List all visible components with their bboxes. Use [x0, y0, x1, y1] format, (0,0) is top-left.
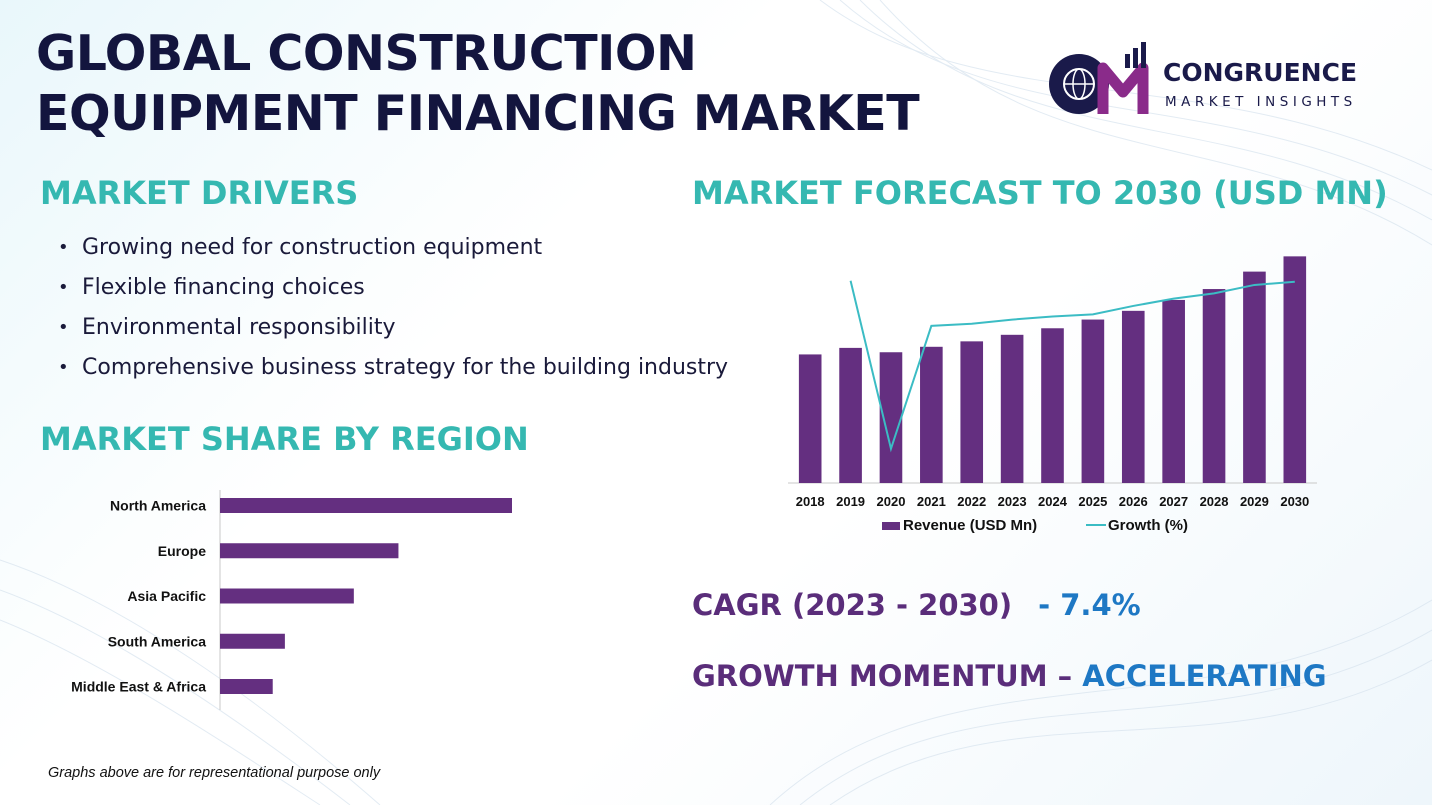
- x-tick-label: 2027: [1159, 494, 1188, 509]
- page-title: GLOBAL CONSTRUCTION EQUIPMENT FINANCING …: [36, 24, 920, 144]
- revenue-bar: [879, 352, 903, 483]
- logo-mark-icon: [1049, 42, 1149, 114]
- company-logo: CONGRUENCE MARKET INSIGHTS: [1045, 40, 1395, 120]
- cagr-value: - 7.4%: [1038, 588, 1141, 622]
- momentum-label: GROWTH MOMENTUM –: [692, 659, 1073, 693]
- x-tick-label: 2018: [796, 494, 825, 509]
- x-tick-label: 2023: [998, 494, 1027, 509]
- region-share-chart: North America Europe Asia Pacific South Ame…: [71, 490, 512, 710]
- x-tick-label: 2019: [836, 494, 865, 509]
- x-tick-label: 2022: [957, 494, 986, 509]
- revenue-bar: [1202, 289, 1226, 483]
- legend-label-growth: Growth (%): [1108, 517, 1188, 534]
- region-bar: [220, 633, 285, 649]
- x-tick-label: 2024: [1038, 494, 1068, 509]
- revenue-bar: [1000, 334, 1024, 483]
- revenue-bar: [1283, 256, 1307, 483]
- legend-bar-swatch: [882, 522, 900, 530]
- driver-item: Comprehensive business strategy for the …: [58, 348, 770, 388]
- logo-name: CONGRUENCE: [1163, 58, 1358, 87]
- region-label: Middle East & Africa: [71, 679, 206, 695]
- market-share-heading: MARKET SHARE BY REGION: [40, 420, 529, 458]
- revenue-bar: [1121, 310, 1145, 483]
- growth-line: [849, 280, 1295, 453]
- x-tick-label: 2028: [1200, 494, 1229, 509]
- region-label: Asia Pacific: [127, 588, 206, 604]
- region-bar: [220, 543, 399, 559]
- revenue-bar: [1081, 319, 1105, 483]
- driver-item: Environmental responsibility: [58, 308, 770, 348]
- region-label: South America: [108, 633, 206, 649]
- growth-momentum-statement: GROWTH MOMENTUM – ACCELERATING: [692, 659, 1327, 693]
- title-line-1: GLOBAL CONSTRUCTION: [36, 25, 697, 82]
- revenue-bar: [960, 341, 984, 483]
- cagr-label: CAGR (2023 - 2030): [692, 588, 1013, 622]
- region-label: Europe: [158, 543, 206, 559]
- driver-item: Growing need for construction equipment: [58, 228, 770, 268]
- x-tick-label: 2025: [1078, 494, 1107, 509]
- legend-label-revenue: Revenue (USD Mn): [903, 517, 1037, 534]
- title-line-2: EQUIPMENT FINANCING MARKET: [36, 85, 920, 142]
- region-bar: [220, 588, 354, 604]
- momentum-value: ACCELERATING: [1082, 659, 1327, 693]
- x-tick-label: 2026: [1119, 494, 1148, 509]
- region-bar: [220, 498, 512, 513]
- market-drivers-list: Growing need for construction equipment …: [58, 228, 770, 388]
- market-forecast-heading: MARKET FORECAST TO 2030 (USD MN): [692, 174, 1388, 212]
- revenue-bar: [1041, 328, 1064, 483]
- x-tick-label: 2030: [1280, 494, 1309, 509]
- x-tick-label: 2020: [877, 494, 906, 509]
- revenue-bar: [920, 346, 943, 483]
- footnote: Graphs above are for representational pu…: [48, 765, 381, 781]
- logo-subtitle: MARKET INSIGHTS: [1165, 94, 1357, 110]
- revenue-bar: [1162, 299, 1185, 483]
- driver-item: Flexible financing choices: [58, 268, 770, 308]
- x-tick-label: 2021: [917, 494, 946, 509]
- revenue-bar: [798, 354, 822, 483]
- forecast-chart: 2018 2019 2020 2021 2022 2023 2024 2025 2026 2027…: [788, 256, 1317, 534]
- market-drivers-heading: MARKET DRIVERS: [40, 174, 359, 212]
- revenue-bar: [1243, 271, 1266, 483]
- revenue-bar: [839, 347, 862, 483]
- region-bar: [220, 679, 273, 694]
- x-tick-label: 2029: [1240, 494, 1269, 509]
- region-label: North America: [110, 498, 206, 514]
- cagr-statement: CAGR (2023 - 2030) - 7.4%: [692, 588, 1141, 622]
